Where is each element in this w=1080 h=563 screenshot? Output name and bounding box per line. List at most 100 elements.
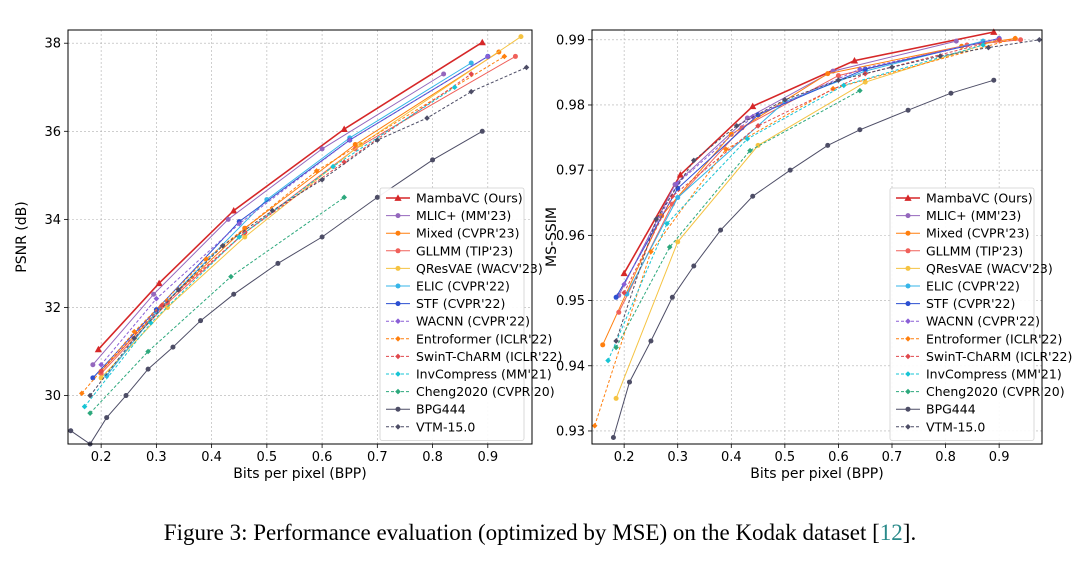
data-point — [98, 368, 104, 375]
data-point — [90, 375, 96, 381]
data-point — [980, 42, 986, 48]
data-point — [616, 309, 622, 315]
legend-marker — [905, 283, 911, 289]
data-point — [430, 157, 436, 163]
data-point — [319, 234, 325, 240]
data-point — [676, 171, 684, 178]
legend-label: GLLMM (TIP'23) — [926, 243, 1023, 258]
data-point — [749, 102, 757, 110]
series-line — [89, 66, 527, 396]
data-point — [468, 60, 474, 66]
series-line — [594, 38, 1016, 426]
series-line — [615, 39, 1040, 342]
data-point — [374, 194, 380, 200]
legend-box — [379, 187, 525, 441]
data-point — [862, 66, 868, 72]
legend-marker — [905, 230, 911, 236]
legend-label: Mixed (CVPR'23) — [416, 226, 519, 241]
data-point — [733, 123, 740, 129]
data-point — [787, 167, 793, 173]
data-point — [835, 73, 841, 79]
caption-citation-link[interactable]: 12 — [879, 520, 903, 545]
data-point — [341, 159, 347, 165]
data-point — [441, 71, 447, 77]
data-point — [1018, 37, 1024, 43]
legend-marker — [395, 406, 401, 412]
data-point — [613, 395, 619, 401]
data-point — [620, 269, 628, 277]
data-point — [340, 125, 348, 132]
legend-label: MLIC+ (MM'23) — [926, 208, 1021, 223]
y-tick-label: 0.98 — [556, 98, 585, 113]
legend-label: MambaVC (Ours) — [416, 191, 523, 206]
series-cheng2020-cvpr-20 — [613, 87, 863, 351]
data-point — [718, 227, 724, 233]
data-point — [728, 131, 734, 137]
data-point — [68, 428, 74, 434]
data-point — [319, 146, 325, 152]
data-point — [219, 243, 226, 249]
legend-marker — [905, 318, 911, 324]
data-point — [591, 422, 598, 429]
data-point — [755, 123, 761, 129]
data-point — [231, 291, 237, 297]
x-tick-label: 0.5 — [775, 450, 796, 465]
legend-marker — [905, 406, 911, 412]
data-point — [485, 53, 491, 60]
legend-label: Entroformer (ICLR'22) — [926, 331, 1062, 346]
x-tick-label: 0.5 — [257, 450, 278, 465]
data-point — [153, 295, 160, 302]
legend-marker — [905, 353, 911, 360]
data-point — [948, 90, 954, 96]
data-point — [675, 239, 681, 245]
series-line — [81, 55, 505, 394]
data-point — [830, 85, 836, 92]
legend-marker — [395, 336, 401, 342]
legend-marker — [395, 388, 401, 395]
data-point — [750, 193, 756, 199]
series-vtm-15-0 — [613, 36, 1043, 344]
legend-label: QResVAE (WACV'23) — [416, 261, 543, 276]
data-point — [825, 71, 831, 77]
data-point — [159, 302, 165, 309]
data-point — [501, 53, 508, 60]
data-point — [424, 115, 430, 121]
data-point — [228, 273, 234, 280]
data-point — [90, 362, 96, 368]
data-point — [674, 180, 681, 187]
y-tick-label: 0.96 — [556, 229, 585, 244]
y-tick-label: 32 — [44, 301, 61, 316]
data-point — [825, 142, 831, 148]
legend-label: VTM-15.0 — [416, 419, 475, 434]
data-point — [953, 38, 959, 44]
data-point — [203, 256, 209, 262]
legend-label: Mixed (CVPR'23) — [926, 226, 1029, 241]
data-point — [600, 342, 606, 348]
legend-marker — [905, 424, 911, 430]
x-tick-label: 0.9 — [989, 450, 1010, 465]
legend-marker — [905, 265, 911, 271]
data-point — [468, 88, 475, 95]
legend-marker — [395, 248, 401, 254]
data-point — [145, 366, 151, 372]
legend-label: WACNN (CVPR'22) — [416, 314, 530, 329]
data-point — [835, 77, 842, 84]
series-line — [615, 90, 861, 348]
data-point — [123, 393, 129, 399]
data-point — [723, 146, 729, 153]
legend-marker — [905, 388, 911, 395]
legend-marker — [395, 213, 401, 219]
legend-label: QResVAE (WACV'23) — [926, 261, 1053, 276]
series-vtm-15-0 — [87, 64, 530, 399]
series-mambavc-ours — [94, 38, 486, 353]
legend-marker — [905, 248, 911, 254]
x-tick-label: 0.8 — [422, 450, 443, 465]
x-tick-label: 0.9 — [477, 450, 498, 465]
data-point — [610, 434, 616, 440]
data-point — [242, 234, 248, 240]
data-point — [648, 248, 654, 255]
data-point — [175, 287, 182, 293]
data-point — [648, 338, 654, 344]
data-point — [341, 194, 347, 201]
data-point — [104, 415, 110, 421]
